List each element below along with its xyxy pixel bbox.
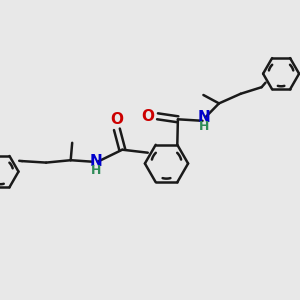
Text: O: O <box>110 112 123 127</box>
Text: H: H <box>199 120 209 133</box>
Text: N: N <box>90 154 103 169</box>
Text: N: N <box>198 110 210 125</box>
Text: H: H <box>91 164 101 177</box>
Text: O: O <box>142 109 154 124</box>
